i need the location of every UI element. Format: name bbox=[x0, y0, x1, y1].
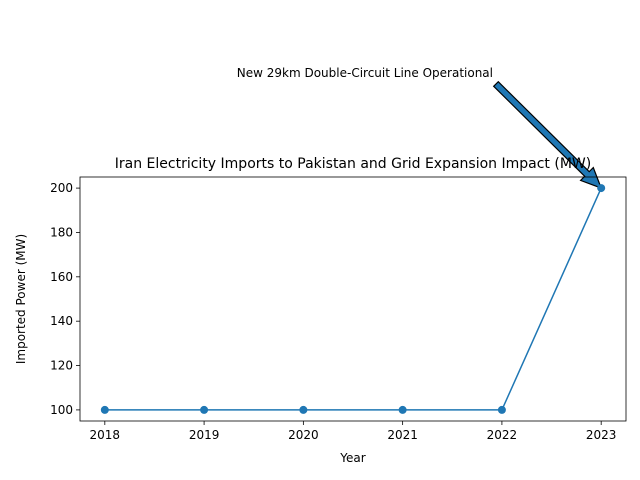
x-tick-label: 2019 bbox=[189, 428, 220, 442]
x-axis-ticks: 2018 2019 2020 2021 2022 2023 bbox=[90, 421, 617, 442]
series-line bbox=[104, 187, 602, 411]
data-point bbox=[398, 405, 407, 414]
x-axis-label: Year bbox=[339, 451, 365, 465]
y-tick-label: 120 bbox=[50, 359, 73, 373]
data-point bbox=[597, 184, 606, 193]
y-tick-label: 160 bbox=[50, 270, 73, 284]
x-tick-label: 2018 bbox=[90, 428, 121, 442]
data-point bbox=[100, 405, 109, 414]
data-point bbox=[200, 405, 209, 414]
y-axis-ticks: 100 120 140 160 180 200 bbox=[50, 181, 80, 417]
x-tick-label: 2021 bbox=[387, 428, 418, 442]
series-layer bbox=[100, 184, 606, 414]
x-tick-label: 2023 bbox=[586, 428, 617, 442]
y-tick-label: 200 bbox=[50, 181, 73, 195]
y-axis-label: Imported Power (MW) bbox=[14, 234, 28, 364]
y-tick-label: 140 bbox=[50, 314, 73, 328]
annotation-text: New 29km Double-Circuit Line Operational bbox=[237, 66, 493, 80]
annotation-arrow bbox=[492, 80, 603, 190]
chart-title: Iran Electricity Imports to Pakistan and… bbox=[115, 156, 591, 172]
x-tick-label: 2022 bbox=[487, 428, 518, 442]
data-point bbox=[299, 405, 308, 414]
y-tick-label: 100 bbox=[50, 403, 73, 417]
y-tick-label: 180 bbox=[50, 225, 73, 239]
data-point bbox=[497, 405, 506, 414]
x-tick-label: 2020 bbox=[288, 428, 319, 442]
plot-frame bbox=[79, 176, 627, 422]
